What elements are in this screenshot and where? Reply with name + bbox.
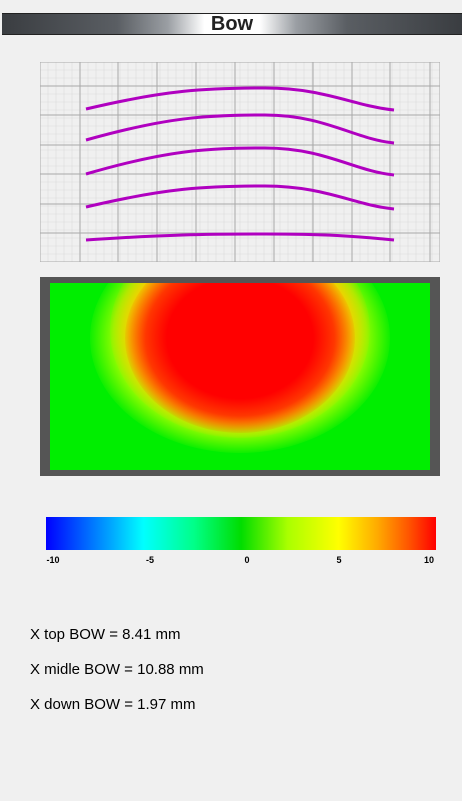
window-title: Bow — [210, 13, 254, 35]
colorbar-tick-zero: 0 — [244, 555, 250, 565]
colorbar-tick-neg5: -5 — [145, 555, 155, 565]
colorbar-tick-min: -10 — [46, 555, 60, 565]
bow-profile-curve-5 — [85, 232, 395, 242]
bow-profile-curve-3 — [85, 146, 395, 177]
result-top-bow: X top BOW = 8.41 mm — [30, 626, 181, 643]
colorbar-tick-pos5: 5 — [336, 555, 342, 565]
bow-profile-plot — [40, 62, 440, 262]
colorbar-tick-max: 10 — [423, 555, 435, 565]
heatmap-frame — [40, 277, 440, 476]
colorbar — [46, 517, 436, 550]
bow-profile-curve-1 — [85, 86, 395, 112]
title-bar: Bow — [2, 13, 462, 35]
result-down-bow: X down BOW = 1.97 mm — [30, 696, 196, 713]
result-middle-bow: X midle BOW = 10.88 mm — [30, 661, 204, 678]
bow-profile-curve-4 — [85, 184, 395, 211]
bow-profile-curve-2 — [85, 113, 395, 145]
bow-heatmap — [50, 283, 430, 470]
